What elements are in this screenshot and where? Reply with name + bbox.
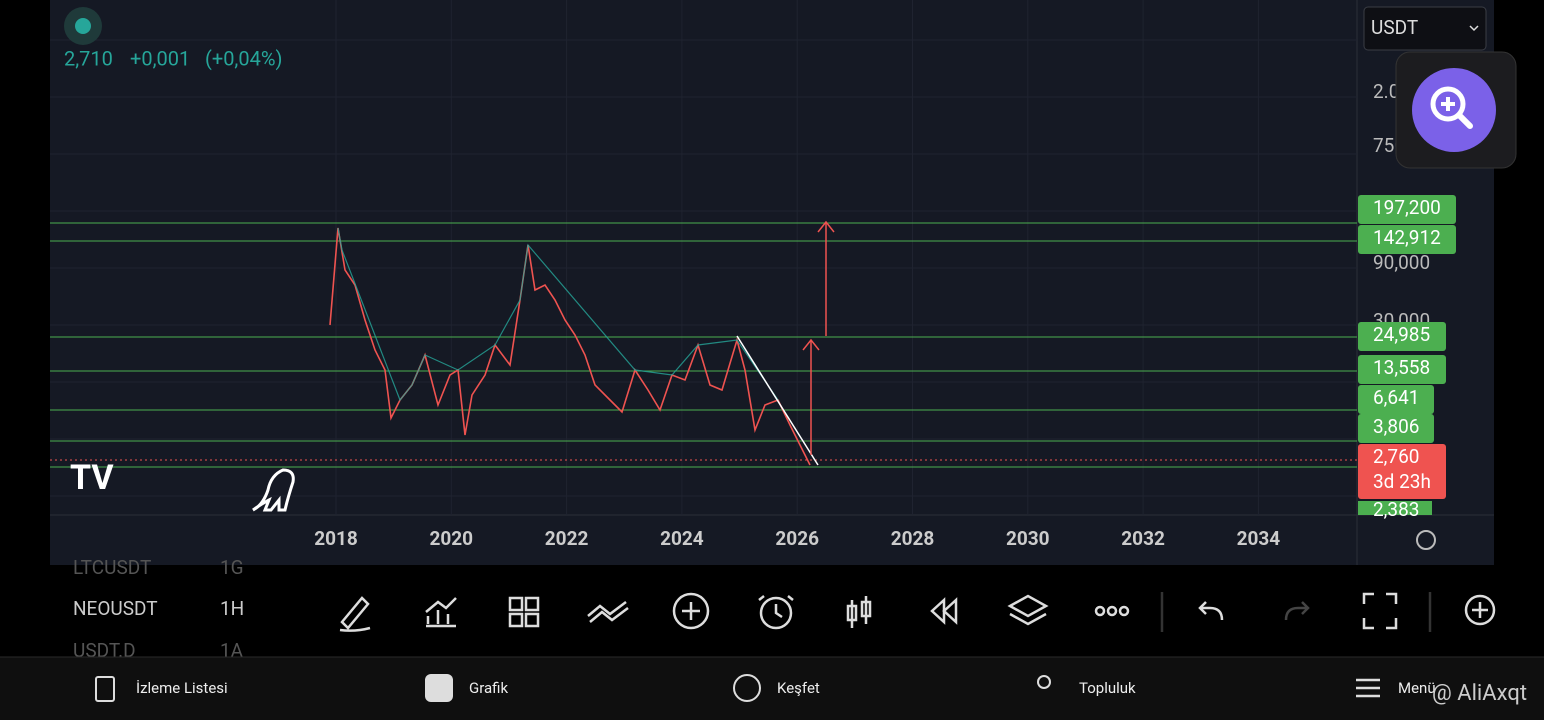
nav-item[interactable]: İzleme Listesi bbox=[136, 679, 228, 697]
watch-interval: 1A bbox=[220, 639, 244, 662]
nav-icon bbox=[95, 676, 115, 702]
nav-item[interactable]: Topluluk bbox=[1079, 679, 1136, 697]
nav-icon bbox=[733, 674, 761, 702]
alert-tool[interactable] bbox=[759, 596, 793, 630]
trend-line bbox=[736, 335, 819, 466]
nav-icon bbox=[1356, 678, 1380, 698]
level-label: 24,985 bbox=[1373, 323, 1430, 346]
undo-tool[interactable] bbox=[1198, 601, 1224, 621]
more-tool[interactable] bbox=[1464, 594, 1496, 626]
bar-countdown: 3d 23h bbox=[1373, 470, 1431, 493]
level-label: 197,200 bbox=[1373, 196, 1441, 219]
watch-interval: 1H bbox=[220, 597, 244, 620]
price-axis-label: 90,000 bbox=[1373, 251, 1430, 274]
price-path-up bbox=[337, 227, 779, 402]
watch-symbol[interactable]: USDT.D bbox=[73, 639, 136, 662]
dino-icon bbox=[252, 468, 295, 512]
level-label: 6,641 bbox=[1373, 386, 1419, 409]
time-axis-label: 2032 bbox=[1121, 527, 1165, 550]
draw-tool[interactable] bbox=[339, 596, 371, 632]
target-arrows bbox=[802, 220, 835, 455]
status-dot bbox=[75, 18, 91, 34]
nav-icon bbox=[1037, 675, 1051, 689]
level-labels: 197,200 142,912 24,985 13,558 6,641 3,806 bbox=[1358, 195, 1456, 443]
watch-interval: 1G bbox=[220, 556, 244, 579]
watch-symbol[interactable]: NEOUSDT bbox=[73, 597, 158, 620]
compare-tool[interactable] bbox=[587, 601, 629, 623]
templates-tool[interactable] bbox=[508, 596, 540, 628]
nav-item[interactable]: Keşfet bbox=[777, 679, 820, 697]
watch-symbol[interactable]: LTCUSDT bbox=[73, 556, 151, 579]
zoom-icon bbox=[1441, 97, 1455, 111]
bottom-price-tag bbox=[1358, 501, 1432, 515]
level-tag bbox=[1358, 414, 1434, 443]
add-tool[interactable] bbox=[672, 592, 710, 630]
level-tag bbox=[1358, 385, 1434, 414]
time-axis-label: 2028 bbox=[891, 527, 935, 550]
time-axis-label: 2020 bbox=[429, 527, 473, 550]
zoom-icon bbox=[1430, 86, 1466, 122]
dropdown-caret bbox=[1469, 25, 1479, 32]
time-axis: 2018 2020 2022 2024 2026 2028 2030 2032 2034 bbox=[314, 527, 1280, 550]
level-tag bbox=[1358, 355, 1446, 384]
time-axis-label: 2018 bbox=[314, 527, 358, 550]
bottom-nav bbox=[0, 657, 1544, 720]
bottom-price: 2,383 bbox=[1373, 498, 1419, 521]
level-tag bbox=[1358, 322, 1446, 351]
settings-icon[interactable] bbox=[1416, 530, 1436, 550]
time-axis-label: 2026 bbox=[775, 527, 819, 550]
price-change-pct: (+0,04%) bbox=[205, 46, 282, 70]
current-price-tag bbox=[1358, 444, 1446, 499]
redo-tool[interactable] bbox=[1284, 601, 1310, 621]
nav-icon bbox=[425, 674, 453, 702]
currency-select[interactable] bbox=[1363, 6, 1487, 51]
nav-item[interactable]: Menü bbox=[1398, 679, 1436, 697]
price-axis-label: 2.0 bbox=[1373, 80, 1399, 103]
bar-replay-tool[interactable] bbox=[846, 596, 872, 628]
price-change: +0,001 bbox=[130, 46, 190, 70]
level-label: 13,558 bbox=[1373, 356, 1430, 379]
time-axis-label: 2030 bbox=[1006, 527, 1050, 550]
price-path bbox=[329, 227, 811, 466]
current-price: 2,760 bbox=[1373, 445, 1419, 468]
toolbar bbox=[339, 592, 1496, 632]
layers-tool[interactable] bbox=[1007, 594, 1049, 626]
currency-label[interactable]: USDT bbox=[1371, 16, 1418, 39]
time-axis-label: 2024 bbox=[660, 527, 704, 550]
level-tag bbox=[1358, 195, 1456, 224]
rewind-tool[interactable] bbox=[930, 597, 958, 625]
zoom-icon bbox=[1456, 112, 1473, 129]
tv-logo: TV bbox=[70, 458, 114, 498]
time-axis-label: 2034 bbox=[1237, 527, 1281, 550]
grid bbox=[50, 0, 1357, 515]
level-tag bbox=[1358, 225, 1456, 254]
level-label: 3,806 bbox=[1373, 415, 1419, 438]
nav-item[interactable]: Grafik bbox=[469, 679, 508, 697]
watermark: @ AliAxqt bbox=[1432, 681, 1527, 706]
level-lines bbox=[50, 222, 1357, 468]
indicators-tool[interactable] bbox=[425, 597, 457, 628]
fullscreen-tool[interactable] bbox=[1362, 592, 1398, 630]
time-axis-label: 2022 bbox=[545, 527, 589, 550]
chart-area bbox=[50, 0, 1494, 565]
level-label: 142,912 bbox=[1373, 226, 1441, 249]
zoom-button[interactable] bbox=[1412, 68, 1496, 152]
last-price: 2,710 bbox=[64, 46, 113, 70]
